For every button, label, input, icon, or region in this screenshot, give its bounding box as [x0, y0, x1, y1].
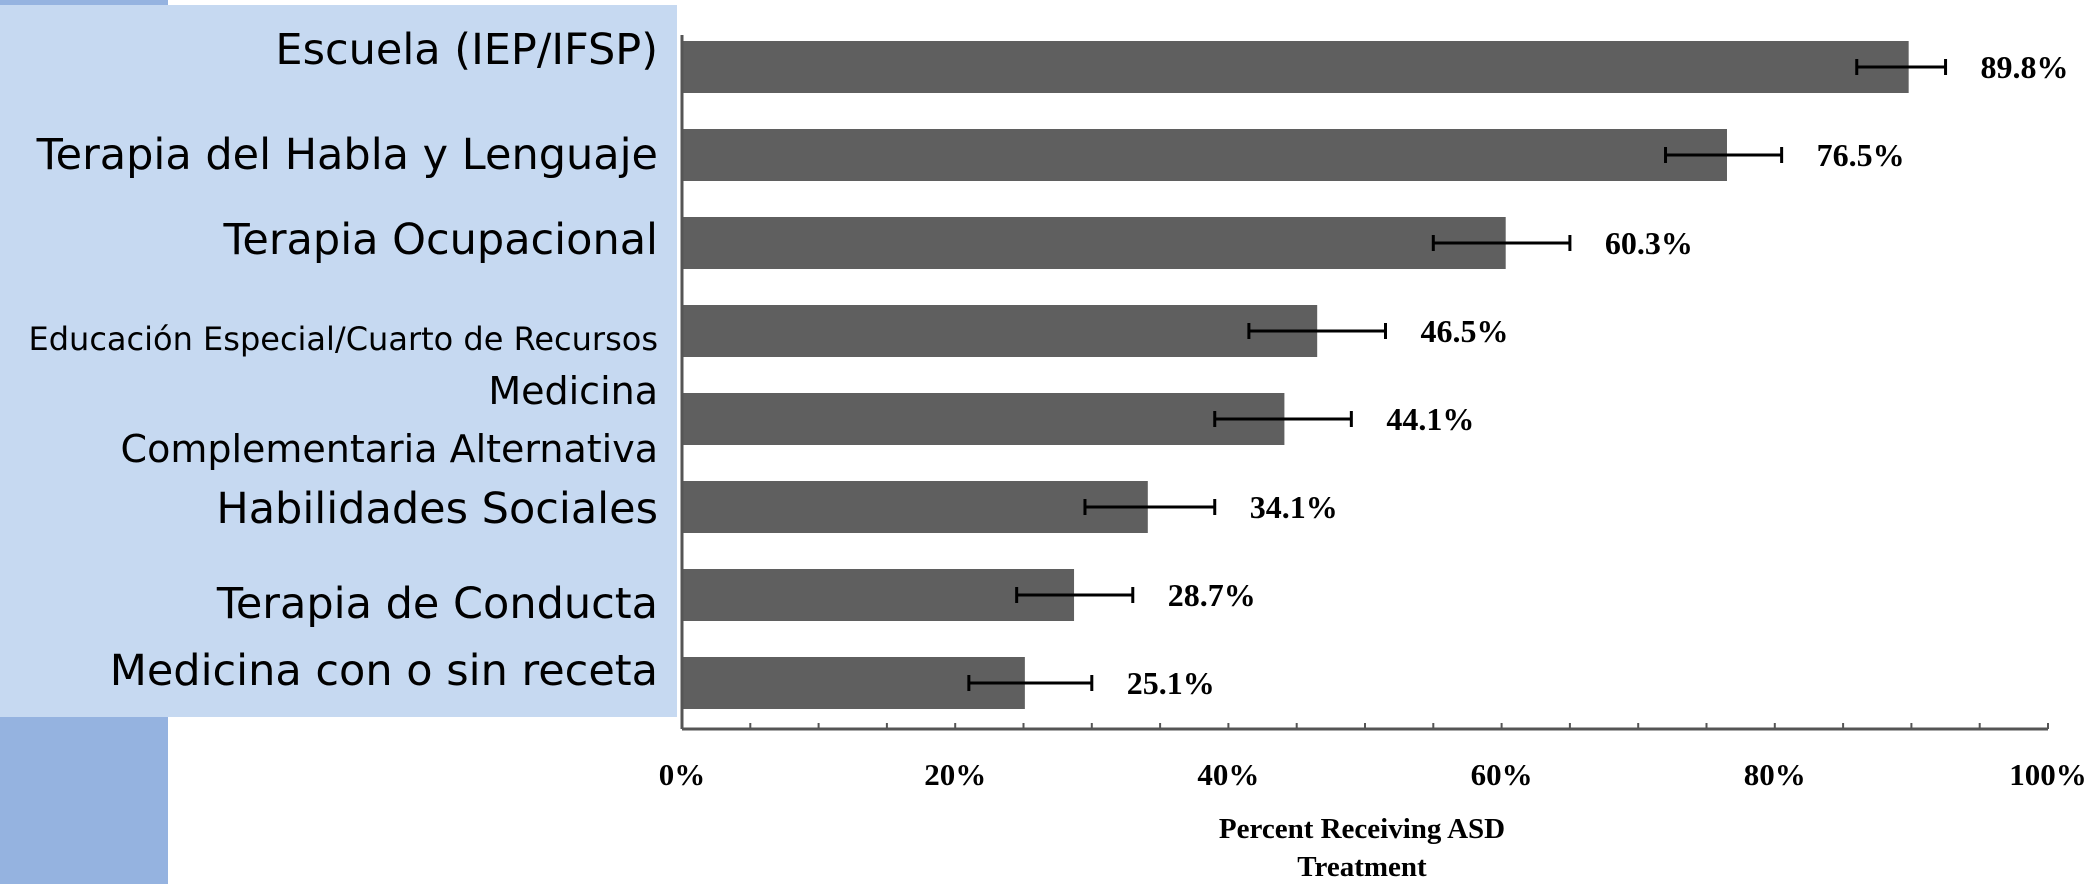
value-label: 25.1% — [1127, 665, 1215, 701]
category-label-conducta: Terapia de Conducta — [216, 579, 658, 629]
value-label: 46.5% — [1420, 313, 1508, 349]
error-bar — [1855, 59, 1948, 75]
bars-group: 89.8% 76.5% 60.3% 46.5% 44.1% 34.1% 28.7% 25.1% — [682, 41, 2069, 709]
category-label-escuela: Escuela (IEP/IFSP) — [275, 25, 658, 75]
category-label-medicina-receta: Medicina con o sin receta — [109, 646, 658, 696]
category-label-educacion-especial: Educación Especial/Cuarto de Recursos — [28, 320, 658, 358]
error-bar — [1247, 323, 1387, 339]
value-label: 89.8% — [1981, 49, 2069, 85]
bar — [682, 481, 1148, 533]
bar — [682, 305, 1318, 357]
category-label-habilidades-sociales: Habilidades Sociales — [216, 484, 658, 534]
error-bar — [1213, 411, 1353, 427]
x-tick-label: 100% — [2009, 757, 2087, 792]
error-bar — [1431, 235, 1572, 251]
value-label: 44.1% — [1386, 401, 1474, 437]
category-label-complementaria-alternativa: Complementaria Alternativa — [120, 427, 658, 471]
bar — [682, 41, 1909, 93]
error-bar — [967, 675, 1094, 691]
x-tick-label: 0% — [659, 757, 706, 792]
value-label: 34.1% — [1250, 489, 1338, 525]
x-tick-label: 80% — [1744, 757, 1806, 792]
bar — [682, 129, 1727, 181]
value-label: 28.7% — [1168, 577, 1256, 613]
category-label-ocupacional: Terapia Ocupacional — [223, 215, 658, 265]
x-axis-title-line-2: Treatment — [1297, 851, 1427, 883]
error-bar — [1664, 147, 1784, 163]
x-tick-label: 60% — [1471, 757, 1533, 792]
x-tick-label: 20% — [924, 757, 986, 792]
value-label: 76.5% — [1817, 137, 1905, 173]
bar — [682, 569, 1075, 621]
bar — [682, 217, 1506, 269]
category-label-panel: Escuela (IEP/IFSP) Terapia del Habla y L… — [0, 5, 677, 717]
error-bar — [1083, 499, 1217, 515]
bar — [682, 393, 1285, 445]
x-axis: 0% 20% 40% 60% 80% 100% — [659, 35, 2087, 792]
category-label-medicina: Medicina — [488, 369, 658, 413]
x-tick-label: 40% — [1197, 757, 1259, 792]
error-bar — [1015, 587, 1135, 603]
x-axis-title-line-1: Percent Receiving ASD — [1219, 813, 1505, 845]
value-label: 60.3% — [1605, 225, 1693, 261]
category-label-habla-lenguaje: Terapia del Habla y Lenguaje — [36, 130, 658, 180]
